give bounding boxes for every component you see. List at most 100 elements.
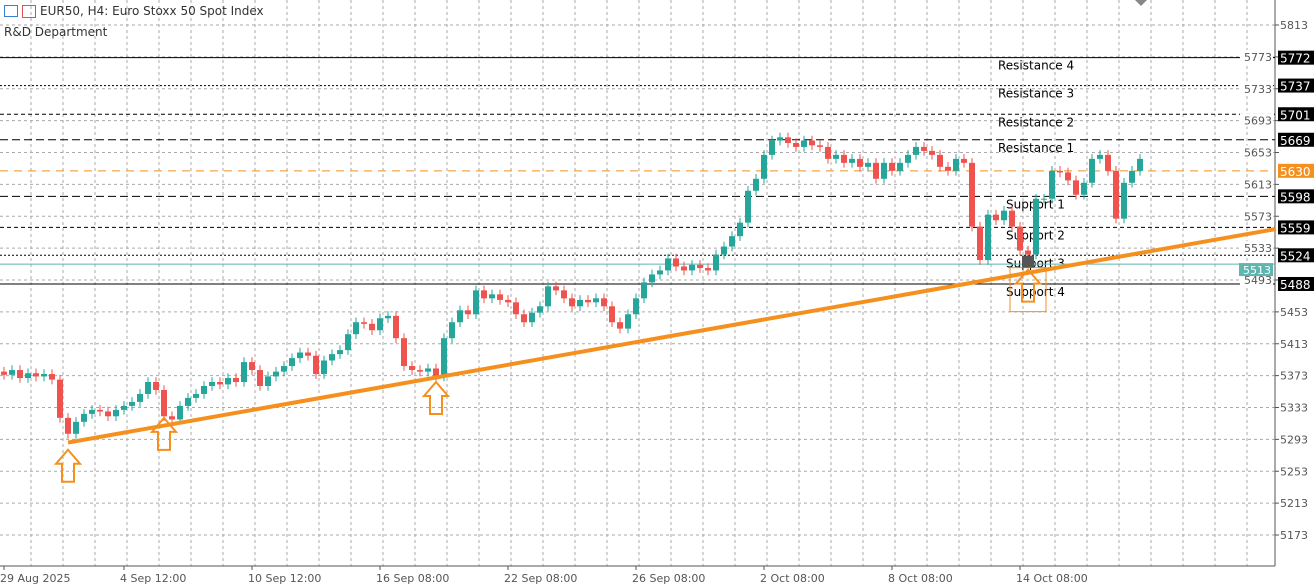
candle-body [281, 366, 287, 372]
candle-body [1025, 250, 1031, 255]
candle-body [393, 315, 399, 339]
candle-body [809, 140, 815, 146]
level-price-label: 5772 [1280, 52, 1311, 66]
candle-body [209, 382, 215, 386]
candle-body [921, 146, 927, 151]
candle-body [633, 298, 639, 315]
candle-body [1073, 180, 1079, 195]
candle-body [425, 368, 431, 372]
candle-body [521, 314, 527, 323]
y-tick-label: 5413 [1280, 338, 1308, 351]
candle-body [1137, 158, 1143, 171]
level-price-label: 5737 [1280, 80, 1311, 94]
x-tick-label: 4 Sep 12:00 [120, 572, 186, 585]
candle-body [369, 323, 375, 331]
y-tick-label: 5733 [1244, 83, 1272, 96]
candle-body [881, 162, 887, 179]
y-tick-label: 5373 [1280, 370, 1308, 383]
candle-body [169, 416, 175, 420]
candle-body [289, 358, 295, 367]
candle-body [601, 298, 607, 307]
candle-body [745, 190, 751, 223]
candle-body [961, 158, 967, 163]
level-price-label: 5669 [1280, 134, 1311, 148]
candle-body [225, 378, 231, 385]
candle-body [537, 306, 543, 313]
candle-body [57, 379, 63, 418]
candle-body [1121, 182, 1127, 219]
candle-body [577, 299, 583, 307]
y-tick-label-bg [1240, 209, 1273, 223]
candle-body [1089, 158, 1095, 183]
candle-body [849, 158, 855, 163]
y-tick-label-bg [1240, 113, 1273, 127]
level-price-label: 5559 [1280, 221, 1311, 235]
candle-body [1057, 170, 1063, 173]
y-tick-label-bg [1240, 241, 1273, 255]
candle-body [977, 226, 983, 261]
level-label: Support 3 [1006, 256, 1065, 270]
candle-body [1065, 172, 1071, 181]
y-tick-label: 5813 [1280, 19, 1308, 32]
candle-body [873, 162, 879, 179]
candle-body [681, 266, 687, 271]
chart-header: EUR50, H4: Euro Stoxx 50 Spot Index [4, 4, 264, 18]
candle-body [913, 146, 919, 155]
up-arrow-icon [149, 416, 179, 451]
indicators-icon[interactable] [22, 4, 36, 18]
level-price-label: 5598 [1280, 190, 1311, 204]
up-arrow-icon [53, 448, 83, 483]
level-price-tag [1278, 78, 1314, 93]
level-price-tag [1278, 276, 1314, 291]
candle-body [257, 370, 263, 386]
candle-body [153, 382, 159, 390]
candle-body [777, 137, 783, 141]
candle-body [49, 374, 55, 380]
candle-body [953, 158, 959, 171]
candle-body [617, 322, 623, 329]
candle-body [1049, 170, 1055, 199]
candle-body [793, 142, 799, 147]
candle-body [697, 264, 703, 269]
y-tick-label: 5693 [1244, 115, 1272, 128]
candle-body [801, 140, 807, 147]
candle-body [761, 154, 767, 179]
candle-body [705, 268, 711, 271]
candle-body [1009, 210, 1015, 227]
y-tick-label: 5453 [1280, 306, 1308, 319]
candle-body [113, 409, 119, 417]
y-tick-label: 5333 [1280, 402, 1308, 415]
candle-body [945, 166, 951, 171]
level-label: Resistance 1 [998, 141, 1074, 155]
trendline [67, 227, 1277, 445]
y-tick-label: 5613 [1244, 178, 1272, 191]
level-price-tag [1278, 220, 1314, 235]
level-price-tag [1278, 50, 1314, 65]
candle-body [25, 373, 31, 379]
candle-body [417, 370, 423, 372]
level-price-tag [1278, 189, 1314, 204]
candle-body [465, 310, 471, 315]
y-tick-label-bg [1240, 81, 1273, 95]
candle-body [249, 362, 255, 371]
candle-body [665, 258, 671, 271]
x-tick-label: 2 Oct 08:00 [760, 572, 825, 585]
level-price-label: 5524 [1280, 249, 1311, 263]
candle-body [825, 146, 831, 159]
chart-list-icon[interactable] [4, 5, 18, 17]
candle-body [985, 214, 991, 261]
chart-subtitle: R&D Department [4, 25, 108, 39]
level-price-label: 5488 [1280, 278, 1311, 292]
candle-body [513, 302, 519, 315]
candle-body [529, 312, 535, 323]
candle-body [201, 385, 207, 394]
candle-body [313, 355, 319, 375]
candle-body [1113, 170, 1119, 219]
candle-body [1017, 226, 1023, 251]
teal-price-tag [1239, 263, 1273, 277]
candle-body [489, 294, 495, 299]
y-tick-label: 5573 [1244, 210, 1272, 223]
candle-body [937, 154, 943, 167]
candle-body [1105, 154, 1111, 171]
